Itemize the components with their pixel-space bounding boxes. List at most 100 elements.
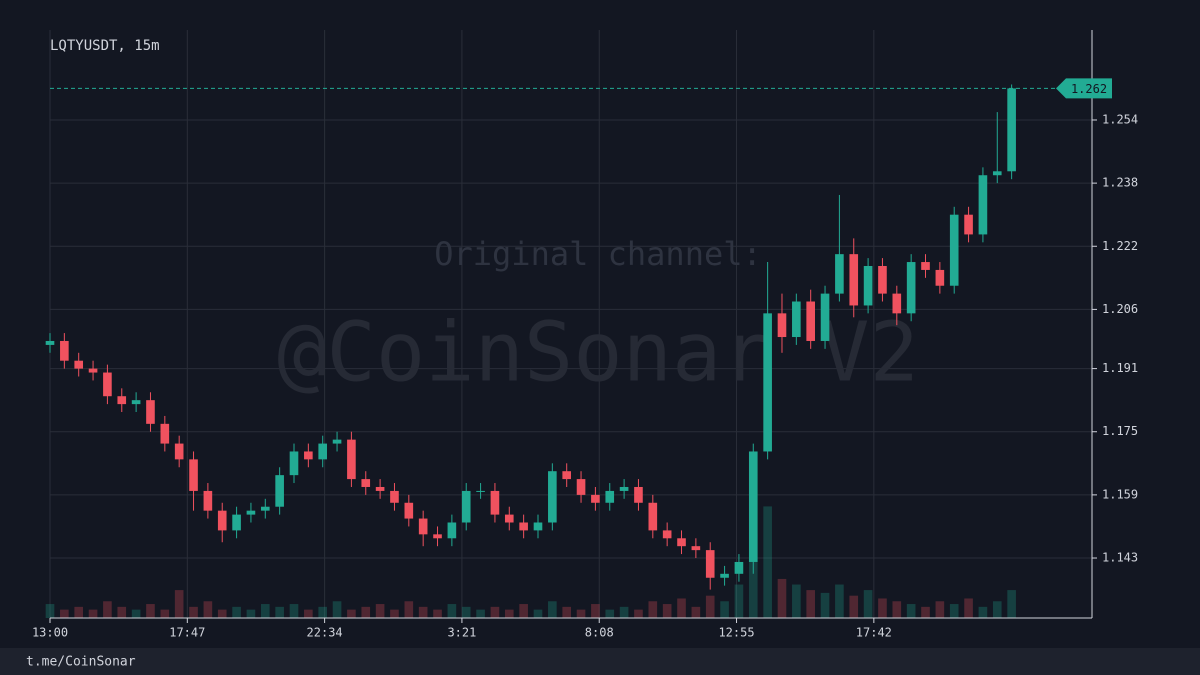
volume-bar — [146, 604, 155, 618]
candle-body — [131, 400, 141, 405]
volume-bar — [275, 606, 284, 618]
candle-body — [418, 518, 428, 535]
candle-body — [978, 175, 988, 235]
candle-body — [849, 254, 859, 306]
candle-body — [548, 471, 557, 523]
volume-bar — [820, 592, 830, 618]
candle-body — [562, 471, 572, 480]
candle-body — [763, 313, 772, 452]
candle-body — [189, 459, 198, 491]
candle-body — [806, 301, 815, 341]
candle-body — [705, 550, 715, 578]
y-tick-label: 1.238 — [1102, 176, 1138, 190]
candle-body — [878, 265, 887, 294]
candle-body — [60, 340, 69, 361]
x-tick-label: 12:55 — [718, 626, 754, 640]
volume-bar — [921, 606, 930, 618]
last-price-label: 1.262 — [1071, 82, 1107, 96]
candle-body — [246, 510, 256, 515]
volume-bar — [835, 584, 844, 618]
candle-body — [835, 254, 844, 294]
volume-bar — [748, 534, 758, 618]
x-tick-label: 3:21 — [447, 626, 476, 640]
candle-body — [605, 490, 615, 503]
footer-bar — [0, 648, 1200, 675]
candle-body — [74, 360, 84, 369]
x-tick-label: 17:47 — [169, 626, 205, 640]
volume-bar — [720, 601, 729, 618]
volume-bar — [304, 609, 313, 618]
candle-body — [88, 368, 98, 373]
volume-bar — [533, 609, 543, 618]
volume-bar — [45, 604, 55, 618]
volume-bar — [949, 604, 959, 618]
volume-bar — [763, 506, 772, 618]
candle-body — [734, 561, 744, 574]
volume-bar — [734, 584, 744, 618]
y-tick-label: 1.143 — [1102, 551, 1138, 565]
candle-body — [820, 293, 830, 341]
volume-bar — [619, 606, 629, 618]
candle-body — [490, 490, 500, 515]
candle-body — [347, 439, 356, 480]
volume-bar — [892, 601, 902, 618]
volume-bar — [332, 601, 342, 618]
x-tick-label: 13:00 — [32, 626, 68, 640]
candle-body — [476, 490, 485, 492]
candle-body — [318, 443, 328, 460]
volume-bar — [60, 609, 69, 618]
candle-body — [146, 400, 155, 424]
y-tick-label: 1.206 — [1102, 302, 1138, 316]
candle-body — [591, 494, 600, 503]
candle-body — [720, 573, 729, 578]
x-tick-label: 8:08 — [585, 626, 614, 640]
candle-body — [203, 490, 213, 511]
volume-bar — [318, 606, 328, 618]
candle-body — [1007, 88, 1016, 172]
volume-bar — [662, 604, 672, 618]
candle-body — [792, 301, 801, 338]
candle-body — [892, 293, 902, 314]
volume-bar — [705, 595, 715, 618]
candle-body — [619, 486, 629, 491]
x-tick-label: 17:42 — [856, 626, 892, 640]
volume-bar — [605, 609, 615, 618]
volume-bar — [935, 601, 945, 618]
candle-body — [662, 530, 672, 539]
candle-body — [648, 502, 658, 531]
volume-bar — [964, 598, 973, 618]
volume-bar — [88, 609, 98, 618]
volume-bar — [418, 606, 428, 618]
watermark: Original channel: — [434, 235, 762, 273]
volume-bar — [576, 609, 586, 618]
candle-body — [504, 514, 514, 523]
candle-body — [304, 451, 313, 460]
volume-bar — [117, 606, 127, 618]
volume-bar — [1007, 590, 1016, 618]
candle-body — [992, 171, 1002, 176]
candle-body — [45, 340, 55, 345]
volume-bar — [447, 604, 457, 618]
volume-bar — [992, 601, 1002, 618]
y-tick-label: 1.159 — [1102, 487, 1138, 501]
candle-body — [217, 510, 227, 531]
candle-body — [117, 396, 127, 405]
candle-body — [232, 514, 241, 531]
volume-bar — [347, 609, 356, 618]
volume-bar — [591, 604, 600, 618]
candle-body — [906, 262, 916, 314]
candle-body — [921, 262, 930, 270]
candle-body — [748, 451, 758, 562]
candle-body — [390, 490, 399, 503]
volume-bar — [878, 598, 887, 618]
candle-body — [461, 490, 471, 523]
volume-bar — [131, 609, 141, 618]
volume-bar — [461, 606, 471, 618]
volume-bar — [648, 601, 658, 618]
volume-bar — [217, 609, 227, 618]
candle-body — [576, 479, 586, 495]
y-tick-label: 1.222 — [1102, 239, 1138, 253]
volume-bar — [548, 601, 557, 618]
volume-bar — [504, 609, 514, 618]
volume-bar — [260, 604, 270, 618]
